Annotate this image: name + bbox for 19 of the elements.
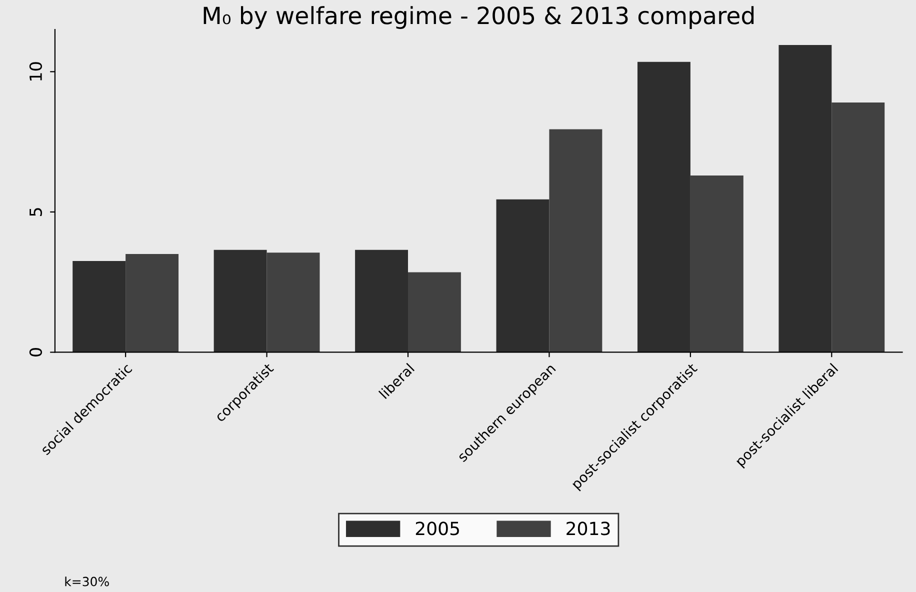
bar [496, 199, 550, 352]
bar [832, 102, 885, 352]
y-tick-label: 0 [29, 348, 42, 356]
bar [126, 254, 179, 352]
bar [778, 45, 832, 352]
y-tick-label: 10 [29, 62, 42, 80]
text: k=30% [65, 576, 109, 586]
bar [690, 175, 744, 352]
bar [72, 261, 126, 352]
bar [408, 272, 461, 352]
chart-title: M₀ by welfare regime - 2005 & 2013 compared [204, 6, 754, 29]
bar [637, 62, 690, 352]
bar [355, 250, 408, 352]
bar [266, 252, 320, 352]
bar [214, 250, 267, 352]
bar [549, 129, 602, 352]
y-tick-label: 5 [30, 208, 42, 216]
legend-label: 2013 [566, 522, 610, 536]
legend-label: 2005 [416, 522, 459, 536]
